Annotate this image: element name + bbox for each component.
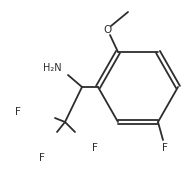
Text: F: F bbox=[15, 107, 21, 117]
Text: H₂N: H₂N bbox=[43, 63, 61, 73]
Text: O: O bbox=[104, 25, 112, 35]
Text: F: F bbox=[162, 143, 168, 153]
Text: F: F bbox=[39, 153, 45, 163]
Text: F: F bbox=[92, 143, 98, 153]
